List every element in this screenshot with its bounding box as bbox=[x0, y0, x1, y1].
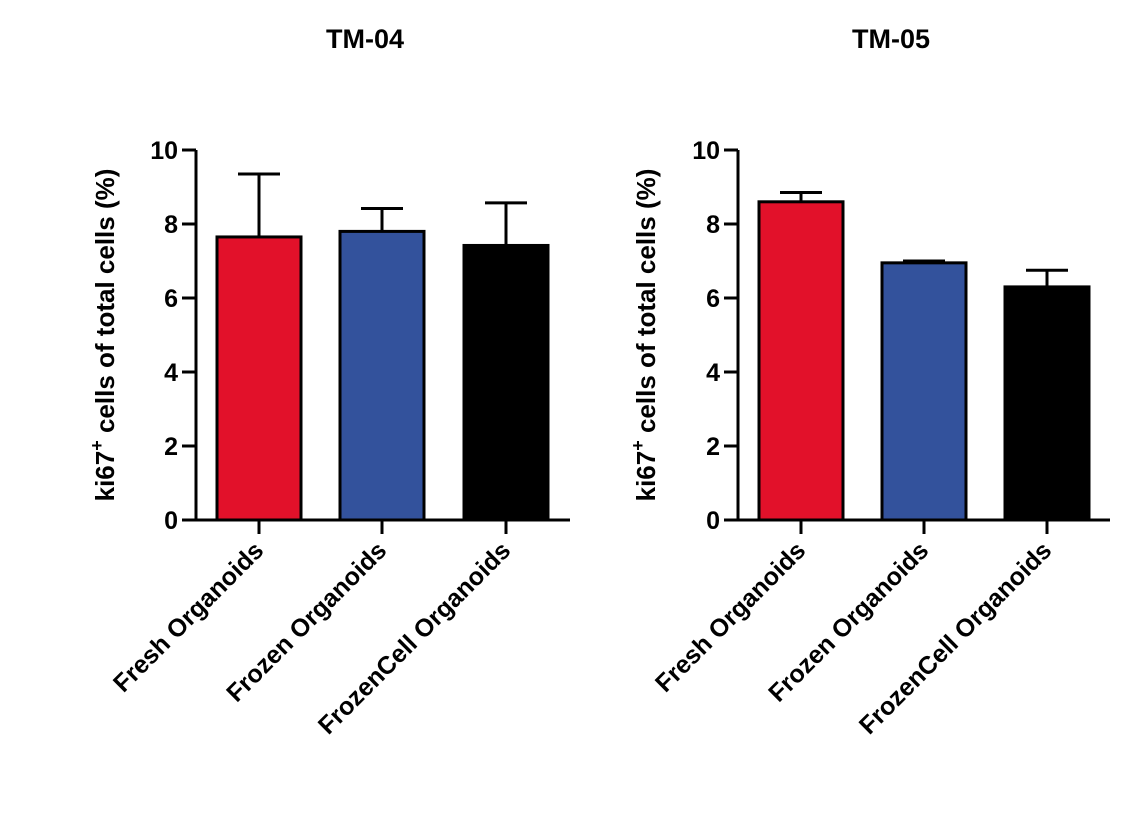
y-tick-label-6: 6 bbox=[164, 285, 178, 313]
y-axis-label-main: ki67 bbox=[90, 451, 120, 502]
y-axis-label: ki67+ cells of total cells (%) bbox=[87, 169, 120, 502]
y-axis-label-superscript: + bbox=[87, 440, 107, 451]
bar-fresh-organoids bbox=[215, 235, 303, 522]
bar-frozencell-organoids bbox=[1003, 285, 1091, 522]
bar-fresh-organoids bbox=[757, 200, 845, 522]
y-axis-ticks: 0 2 4 6 8 10 bbox=[150, 137, 196, 535]
y-axis-label-rest: cells of total cells (%) bbox=[90, 169, 120, 441]
chart-title: TM-04 bbox=[326, 24, 404, 54]
bar-frozen-organoids bbox=[880, 261, 968, 522]
y-tick-label-6: 6 bbox=[706, 285, 720, 313]
chart-panel-tm04: TM-04 ki67+ cells of total cells (%) 0 2… bbox=[87, 24, 570, 740]
chart-title: TM-05 bbox=[852, 24, 930, 54]
bar-frozencell-organoids bbox=[462, 243, 550, 522]
y-tick-label-4: 4 bbox=[706, 359, 720, 387]
y-axis-label: ki67+ cells of total cells (%) bbox=[628, 169, 661, 502]
bar-frozen-organoids bbox=[338, 229, 426, 522]
y-tick-label-4: 4 bbox=[164, 359, 178, 387]
y-tick-label-10: 10 bbox=[150, 137, 178, 165]
y-axis-label-rest: cells of total cells (%) bbox=[631, 169, 661, 441]
y-axis-ticks: 0 2 4 6 8 10 bbox=[692, 137, 738, 535]
y-tick-label-10: 10 bbox=[692, 137, 720, 165]
y-tick-label-8: 8 bbox=[164, 211, 178, 239]
y-axis-label-superscript: + bbox=[628, 440, 648, 451]
y-tick-label-2: 2 bbox=[706, 433, 720, 461]
y-tick-label-2: 2 bbox=[164, 433, 178, 461]
chart-panel-tm05: TM-05 ki67+ cells of total cells (%) 0 2… bbox=[628, 24, 1110, 740]
y-tick-label-8: 8 bbox=[706, 211, 720, 239]
y-axis-label-main: ki67 bbox=[631, 451, 661, 502]
bar-series: Fresh Organoids Frozen Organoids FrozenC… bbox=[650, 191, 1091, 740]
y-tick-label-0: 0 bbox=[706, 507, 720, 535]
y-tick-label-0: 0 bbox=[164, 507, 178, 535]
